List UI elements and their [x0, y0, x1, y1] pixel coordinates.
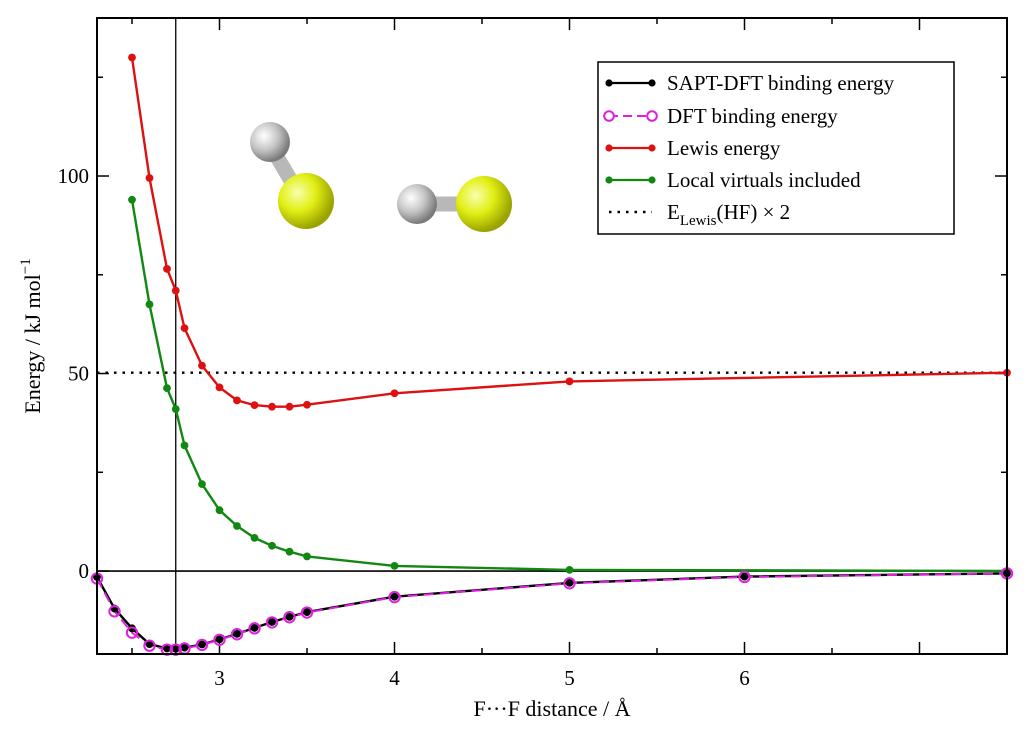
- data-point: [300, 606, 314, 619]
- data-point: [230, 628, 244, 641]
- data-point: [215, 506, 224, 515]
- data-point: [233, 522, 241, 530]
- data-point: [215, 635, 224, 644]
- data-point: [215, 383, 224, 392]
- legend-entry-sapt-dft: SAPT-DFT binding energy: [605, 71, 895, 95]
- legend-marker: [605, 144, 613, 152]
- hydrogen-atom: [397, 184, 437, 224]
- data-point: [565, 377, 574, 386]
- y-tick-label: 50: [68, 362, 89, 386]
- data-point: [285, 402, 294, 411]
- data-point: [303, 608, 311, 617]
- data-point: [740, 572, 749, 581]
- legend-box: [597, 61, 955, 235]
- data-point: [145, 640, 154, 649]
- series-line: [130, 199, 1008, 573]
- legend-label-subscript: Lewis: [680, 213, 717, 229]
- data-point: [171, 644, 180, 653]
- y-axis-title: Energy / kJ mol−1: [18, 258, 45, 414]
- data-point: [268, 541, 276, 550]
- legend-label-suffix: (HF) × 2: [717, 200, 791, 224]
- data-point: [213, 633, 226, 646]
- data-point: [128, 53, 136, 62]
- data-point: [143, 639, 156, 652]
- data-point: [265, 616, 279, 629]
- data-point: [390, 389, 399, 398]
- data-point: [163, 264, 171, 273]
- data-point: [248, 622, 261, 635]
- data-point: [250, 533, 259, 542]
- data-point: [180, 441, 189, 450]
- data-point: [285, 612, 294, 621]
- data-point: [738, 570, 751, 584]
- data-point: [128, 195, 136, 204]
- legend-marker: [605, 176, 613, 184]
- plot-markers: [90, 53, 1014, 656]
- legend-label: DFT binding energy: [667, 104, 838, 128]
- legend-entry-local-virtuals: Local virtuals included: [605, 168, 861, 192]
- fluorine-atom: [278, 173, 334, 229]
- y-axis-title-main: Energy / kJ mol: [20, 274, 45, 414]
- data-point: [303, 400, 311, 409]
- legend-marker: [603, 110, 615, 122]
- legend-label: SAPT-DFT binding energy: [667, 71, 895, 95]
- data-point: [180, 324, 189, 332]
- data-point: [390, 592, 399, 601]
- x-axis-title: F···F distance / Å: [473, 696, 630, 721]
- hydrogen-atom: [250, 122, 290, 162]
- data-point: [268, 402, 276, 411]
- legend-marker: [648, 79, 656, 87]
- y-tick-label: 0: [79, 559, 90, 583]
- data-point: [163, 384, 171, 393]
- data-point: [125, 626, 139, 639]
- data-point: [285, 547, 294, 556]
- data-point: [388, 590, 401, 604]
- data-point: [171, 405, 180, 413]
- legend-label: Lewis energy: [667, 136, 781, 160]
- data-point: [195, 638, 209, 652]
- plot-frame: [96, 17, 1008, 655]
- legend-marker: [605, 79, 613, 87]
- y-axis-title-exponent: −1: [18, 258, 34, 274]
- data-point: [198, 361, 206, 370]
- data-point: [108, 605, 121, 618]
- data-point: [563, 577, 576, 590]
- data-point: [198, 480, 206, 489]
- legend: SAPT-DFT binding energy DFT binding ener…: [597, 61, 955, 235]
- data-point: [283, 611, 296, 624]
- data-point: [171, 286, 180, 295]
- data-point: [145, 300, 154, 309]
- legend-marker: [646, 110, 658, 122]
- data-point: [268, 618, 276, 626]
- data-point: [163, 644, 171, 653]
- data-point: [180, 643, 189, 652]
- hf-dimer-illustration: [250, 122, 512, 232]
- data-point: [250, 401, 259, 410]
- data-point: [303, 552, 311, 561]
- axis-ticks: 3 4 5 6 0 50 100: [58, 18, 1008, 690]
- x-tick-label: 4: [389, 666, 400, 690]
- legend-label-main: E: [667, 200, 680, 224]
- legend-label: Local virtuals included: [667, 168, 861, 192]
- data-point: [145, 174, 154, 182]
- x-tick-label: 3: [214, 666, 225, 690]
- data-point: [250, 624, 259, 632]
- data-point: [565, 565, 574, 574]
- legend-entry-e-lewis: ELewis(HF) × 2: [609, 200, 790, 229]
- data-point: [233, 396, 241, 405]
- legend-entry-dft: DFT binding energy: [603, 104, 838, 128]
- legend-marker: [648, 176, 656, 184]
- data-point: [565, 578, 574, 587]
- y-tick-label: 100: [58, 164, 90, 188]
- legend-marker: [648, 144, 656, 152]
- x-tick-label: 6: [739, 666, 750, 690]
- data-point: [233, 629, 241, 638]
- legend-entry-lewis: Lewis energy: [605, 136, 781, 160]
- fluorine-atom: [456, 176, 512, 232]
- x-tick-label: 5: [564, 666, 575, 690]
- data-point: [390, 562, 399, 570]
- legend-label: ELewis(HF) × 2: [667, 200, 790, 229]
- data-point: [198, 640, 206, 649]
